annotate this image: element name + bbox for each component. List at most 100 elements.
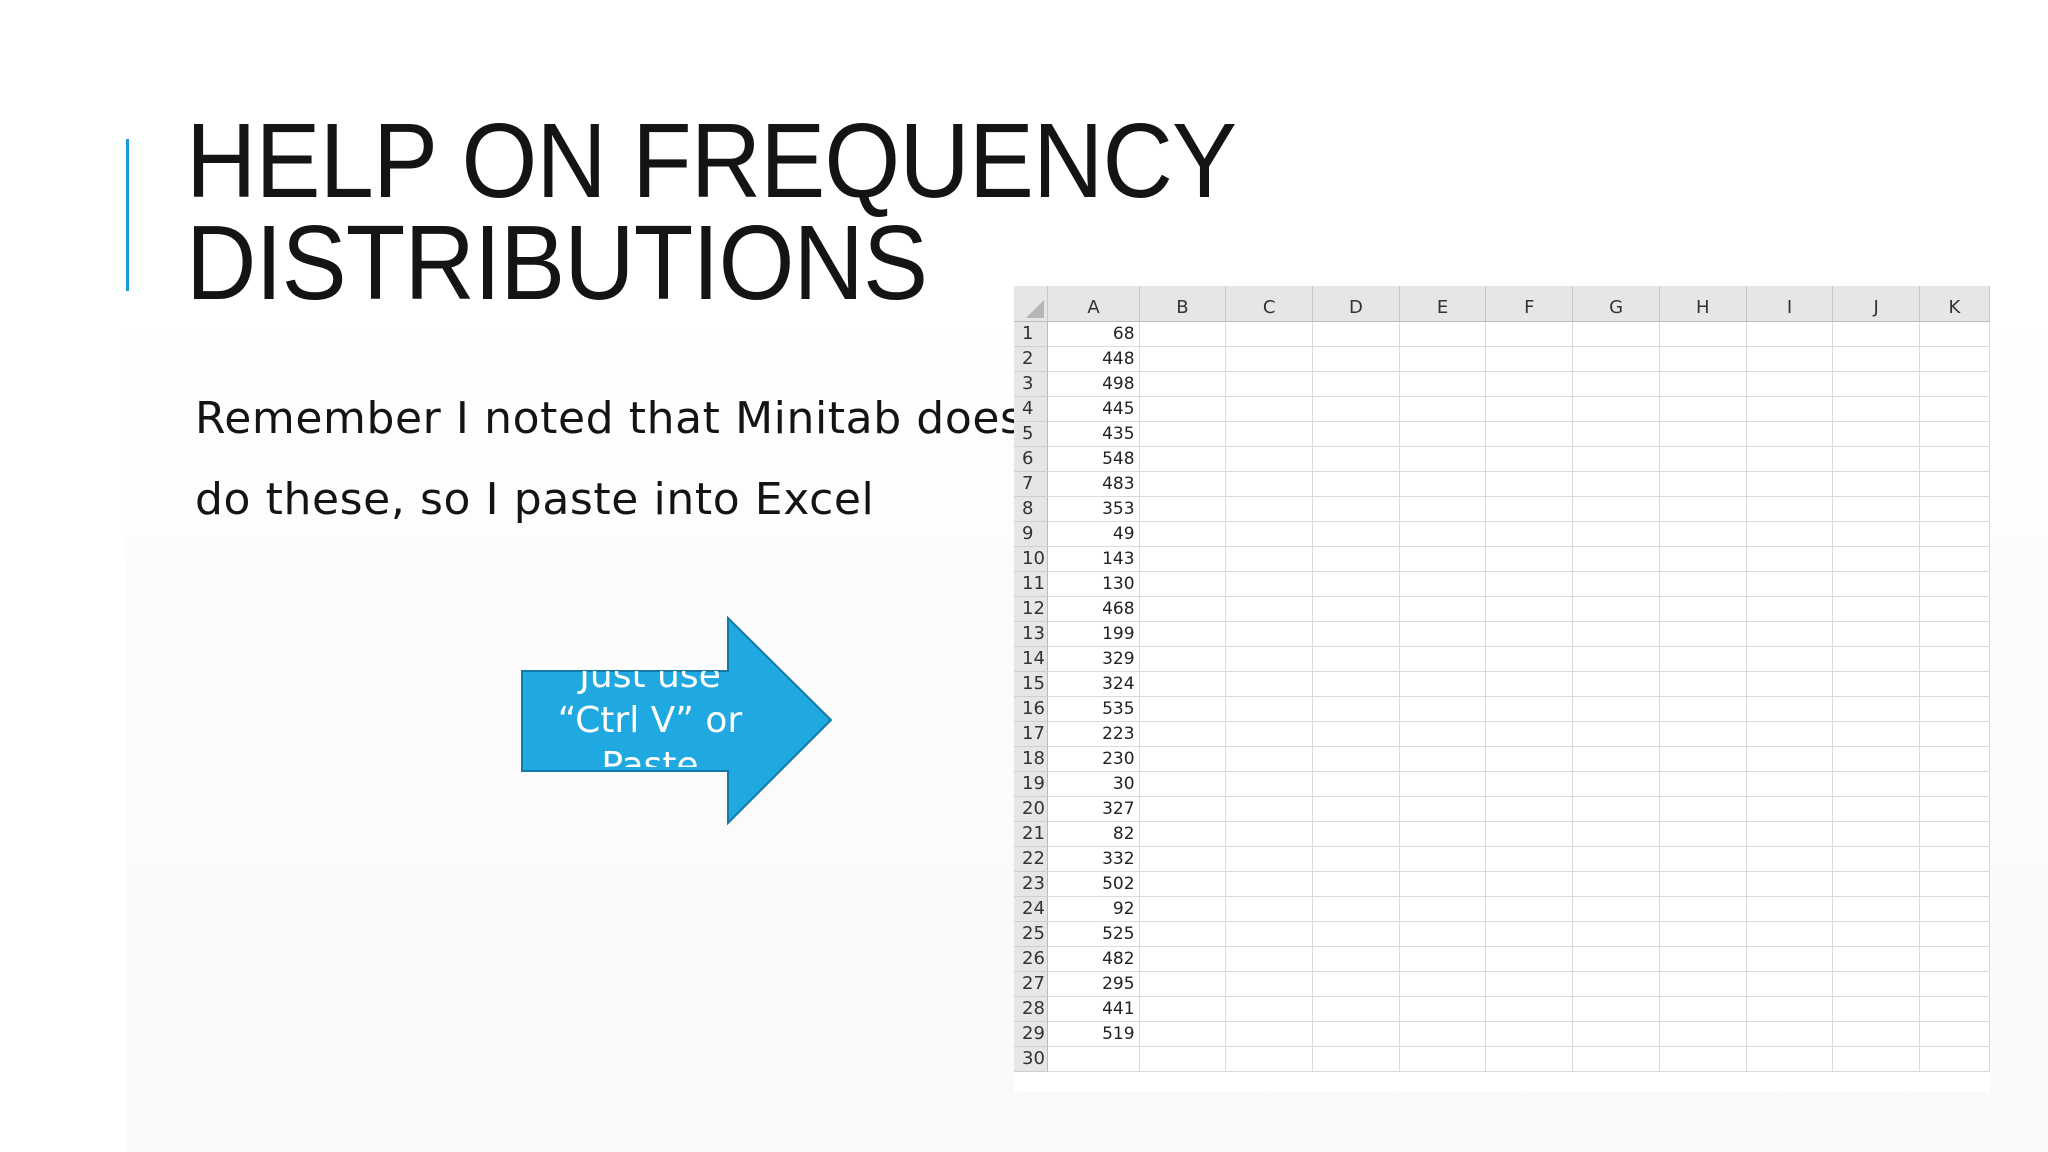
cell-f10[interactable] — [1485, 546, 1574, 572]
cell-f15[interactable] — [1485, 671, 1574, 697]
cell-a26[interactable]: 482 — [1047, 946, 1140, 972]
cell-b26[interactable] — [1139, 946, 1227, 972]
cell-j26[interactable] — [1832, 946, 1920, 972]
cell-j12[interactable] — [1832, 596, 1920, 622]
cell-c10[interactable] — [1225, 546, 1313, 572]
column-header-a[interactable]: A — [1047, 286, 1140, 322]
cell-f2[interactable] — [1485, 346, 1574, 372]
cell-a16[interactable]: 535 — [1047, 696, 1140, 722]
cell-f17[interactable] — [1485, 721, 1574, 747]
cell-k15[interactable] — [1919, 671, 1990, 697]
cell-d13[interactable] — [1312, 621, 1400, 647]
cell-k27[interactable] — [1919, 971, 1990, 997]
cell-h19[interactable] — [1659, 771, 1747, 797]
cell-e7[interactable] — [1399, 471, 1487, 497]
cell-c4[interactable] — [1225, 396, 1313, 422]
cell-f11[interactable] — [1485, 571, 1574, 597]
cell-d3[interactable] — [1312, 371, 1400, 397]
cell-c18[interactable] — [1225, 746, 1313, 772]
cell-c28[interactable] — [1225, 996, 1313, 1022]
cell-c3[interactable] — [1225, 371, 1313, 397]
cell-i29[interactable] — [1746, 1021, 1834, 1047]
cell-g12[interactable] — [1572, 596, 1660, 622]
cell-g2[interactable] — [1572, 346, 1660, 372]
cell-d4[interactable] — [1312, 396, 1400, 422]
column-header-e[interactable]: E — [1399, 286, 1487, 322]
cell-f16[interactable] — [1485, 696, 1574, 722]
cell-i28[interactable] — [1746, 996, 1834, 1022]
cell-a22[interactable]: 332 — [1047, 846, 1140, 872]
cell-k3[interactable] — [1919, 371, 1990, 397]
cell-a15[interactable]: 324 — [1047, 671, 1140, 697]
cell-c13[interactable] — [1225, 621, 1313, 647]
column-header-j[interactable]: J — [1832, 286, 1920, 322]
cell-h29[interactable] — [1659, 1021, 1747, 1047]
cell-i23[interactable] — [1746, 871, 1834, 897]
row-header[interactable]: 20 — [1014, 796, 1049, 822]
cell-a19[interactable]: 30 — [1047, 771, 1140, 797]
cell-k4[interactable] — [1919, 396, 1990, 422]
cell-j8[interactable] — [1832, 496, 1920, 522]
cell-d15[interactable] — [1312, 671, 1400, 697]
cell-d23[interactable] — [1312, 871, 1400, 897]
cell-j5[interactable] — [1832, 421, 1920, 447]
cell-e29[interactable] — [1399, 1021, 1487, 1047]
cell-a18[interactable]: 230 — [1047, 746, 1140, 772]
cell-k18[interactable] — [1919, 746, 1990, 772]
cell-h26[interactable] — [1659, 946, 1747, 972]
row-header[interactable]: 26 — [1014, 946, 1049, 972]
cell-d27[interactable] — [1312, 971, 1400, 997]
cell-h4[interactable] — [1659, 396, 1747, 422]
cell-d29[interactable] — [1312, 1021, 1400, 1047]
row-header[interactable]: 14 — [1014, 646, 1049, 672]
cell-h13[interactable] — [1659, 621, 1747, 647]
cell-a21[interactable]: 82 — [1047, 821, 1140, 847]
cell-e18[interactable] — [1399, 746, 1487, 772]
cell-h21[interactable] — [1659, 821, 1747, 847]
cell-a5[interactable]: 435 — [1047, 421, 1140, 447]
cell-b17[interactable] — [1139, 721, 1227, 747]
cell-g26[interactable] — [1572, 946, 1660, 972]
cell-e2[interactable] — [1399, 346, 1487, 372]
cell-h20[interactable] — [1659, 796, 1747, 822]
cell-e30[interactable] — [1399, 1046, 1487, 1072]
cell-b8[interactable] — [1139, 496, 1227, 522]
cell-c12[interactable] — [1225, 596, 1313, 622]
cell-f12[interactable] — [1485, 596, 1574, 622]
cell-c9[interactable] — [1225, 521, 1313, 547]
cell-e12[interactable] — [1399, 596, 1487, 622]
cell-g4[interactable] — [1572, 396, 1660, 422]
cell-e15[interactable] — [1399, 671, 1487, 697]
cell-e13[interactable] — [1399, 621, 1487, 647]
row-header[interactable]: 19 — [1014, 771, 1049, 797]
row-header[interactable]: 9 — [1014, 521, 1049, 547]
column-header-b[interactable]: B — [1139, 286, 1227, 322]
cell-e5[interactable] — [1399, 421, 1487, 447]
cell-i4[interactable] — [1746, 396, 1834, 422]
row-header[interactable]: 1 — [1014, 321, 1049, 347]
cell-d17[interactable] — [1312, 721, 1400, 747]
cell-d9[interactable] — [1312, 521, 1400, 547]
row-header[interactable]: 3 — [1014, 371, 1049, 397]
cell-b10[interactable] — [1139, 546, 1227, 572]
cell-c29[interactable] — [1225, 1021, 1313, 1047]
cell-e19[interactable] — [1399, 771, 1487, 797]
cell-d30[interactable] — [1312, 1046, 1400, 1072]
cell-i25[interactable] — [1746, 921, 1834, 947]
cell-c15[interactable] — [1225, 671, 1313, 697]
cell-e24[interactable] — [1399, 896, 1487, 922]
cell-b22[interactable] — [1139, 846, 1227, 872]
cell-b15[interactable] — [1139, 671, 1227, 697]
cell-c25[interactable] — [1225, 921, 1313, 947]
row-header[interactable]: 4 — [1014, 396, 1049, 422]
cell-h16[interactable] — [1659, 696, 1747, 722]
column-header-d[interactable]: D — [1312, 286, 1400, 322]
cell-k10[interactable] — [1919, 546, 1990, 572]
cell-e8[interactable] — [1399, 496, 1487, 522]
row-header[interactable]: 29 — [1014, 1021, 1049, 1047]
cell-j22[interactable] — [1832, 846, 1920, 872]
cell-i17[interactable] — [1746, 721, 1834, 747]
cell-h7[interactable] — [1659, 471, 1747, 497]
cell-k20[interactable] — [1919, 796, 1990, 822]
cell-b9[interactable] — [1139, 521, 1227, 547]
